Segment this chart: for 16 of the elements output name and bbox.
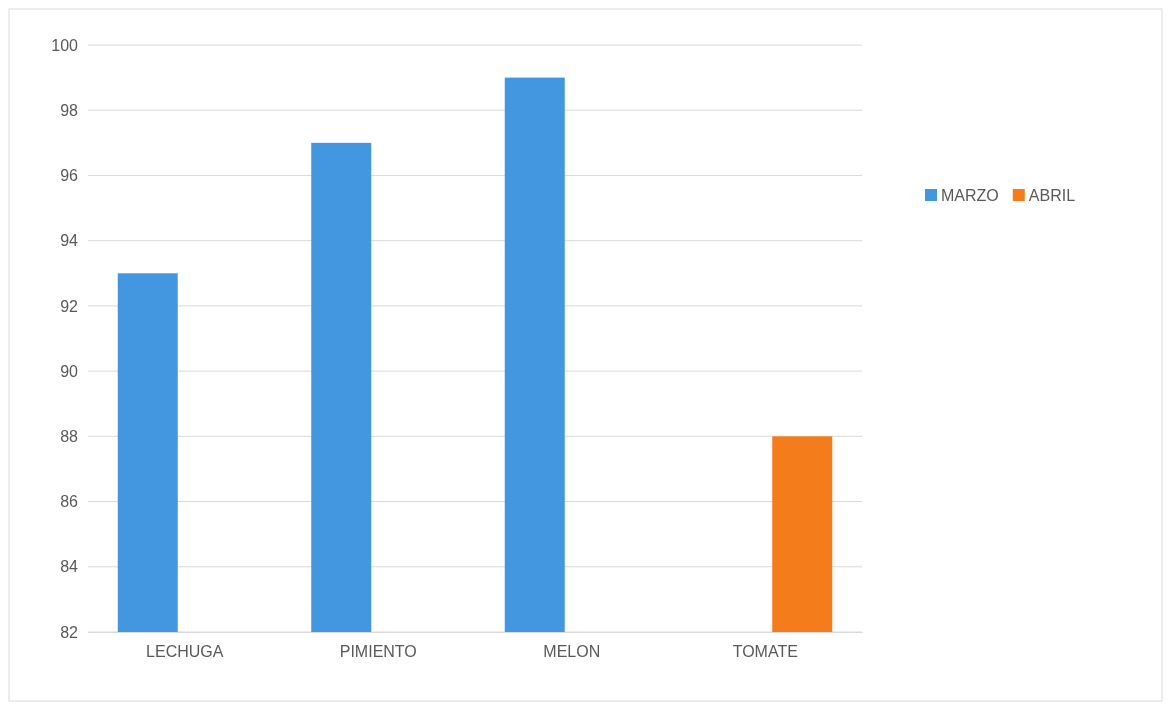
x-tick-label: TOMATE (732, 643, 798, 661)
y-tick-label: 92 (60, 297, 79, 315)
x-tick-label: LECHUGA (146, 643, 224, 661)
x-tick-label: PIMIENTO (339, 643, 417, 661)
y-tick-label: 100 (51, 36, 79, 54)
y-tick-label: 96 (60, 167, 79, 185)
x-tick-label: MELON (543, 643, 601, 661)
y-tick-label: 90 (60, 362, 79, 380)
y-tick-label: 86 (60, 493, 79, 511)
y-tick-label: 84 (60, 558, 79, 576)
legend-label: MARZO (941, 187, 999, 204)
y-tick-label: 98 (60, 101, 79, 119)
y-tick-label: 88 (60, 427, 79, 445)
y-tick-label: 94 (60, 232, 79, 250)
legend-label: ABRIL (1028, 187, 1076, 204)
y-tick-label: 82 (60, 623, 79, 641)
